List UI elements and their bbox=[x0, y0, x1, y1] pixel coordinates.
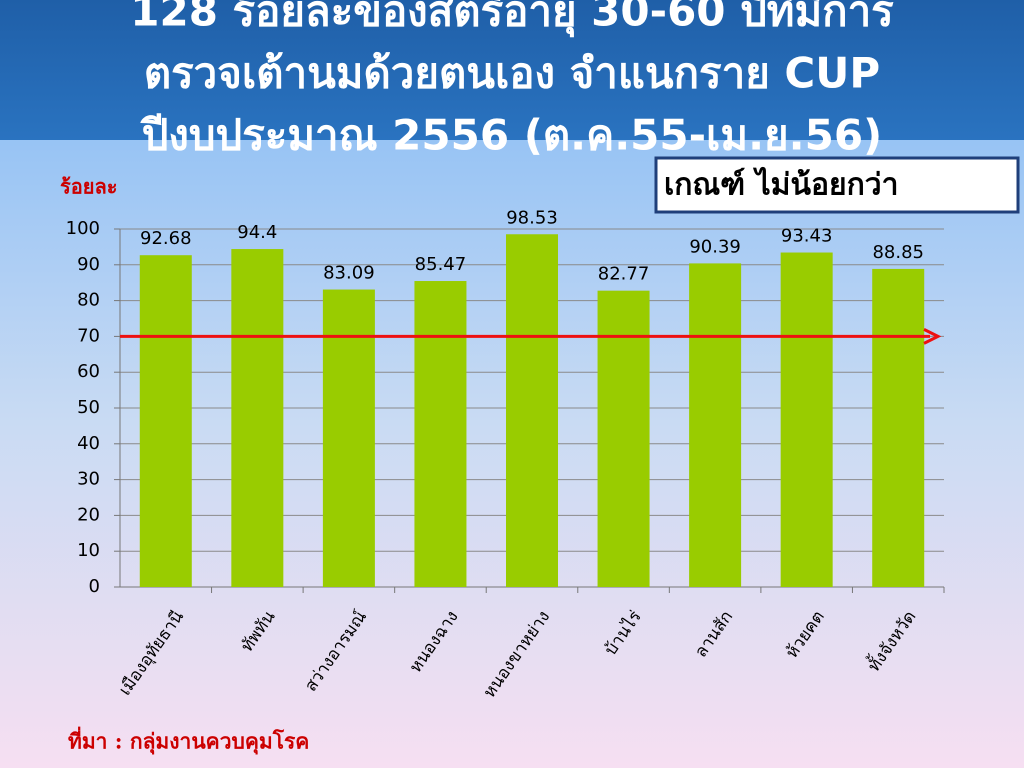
y-tick-label: 30 bbox=[77, 469, 100, 490]
bar bbox=[689, 263, 742, 587]
value-label: 93.43 bbox=[781, 226, 833, 247]
y-tick-label: 20 bbox=[77, 504, 100, 525]
bar bbox=[322, 289, 375, 587]
bar bbox=[872, 268, 925, 587]
value-label: 90.39 bbox=[689, 236, 741, 257]
y-tick-label: 70 bbox=[77, 325, 100, 346]
threshold-arrow bbox=[923, 328, 942, 345]
value-label: 82.77 bbox=[598, 264, 650, 285]
bar bbox=[231, 249, 284, 587]
value-label: 83.09 bbox=[323, 263, 375, 284]
value-label: 92.68 bbox=[140, 228, 192, 249]
y-tick-label: 40 bbox=[77, 433, 100, 454]
bar bbox=[506, 234, 558, 587]
title-line: ตรวจเต้านมด้วยตนเอง จำแนกราย CUP bbox=[144, 49, 880, 98]
y-tick-label: 100 bbox=[66, 218, 100, 239]
y-tick-label: 80 bbox=[77, 290, 100, 311]
value-label: 94.4 bbox=[237, 222, 277, 243]
value-label: 98.53 bbox=[506, 207, 558, 228]
value-label: 85.47 bbox=[415, 254, 467, 275]
annotation-box bbox=[654, 156, 1020, 214]
annotation: เกณฑ์ ไม่น้อยกว่า bbox=[664, 167, 898, 203]
y-tick-label: 60 bbox=[77, 361, 100, 382]
y-tick-label: 50 bbox=[77, 397, 100, 418]
y-tick-label: 90 bbox=[77, 254, 100, 275]
bar bbox=[414, 281, 467, 587]
title-band bbox=[0, 0, 1024, 140]
bar bbox=[780, 252, 833, 587]
bar bbox=[597, 290, 650, 587]
title-line: ปีงบประมาณ 2556 (ต.ค.55-เม.ย.56) bbox=[140, 111, 882, 160]
y-tick-label: 10 bbox=[77, 540, 100, 561]
value-label: 88.85 bbox=[872, 242, 924, 263]
y-tick-label: 0 bbox=[89, 576, 100, 597]
bar bbox=[139, 255, 192, 587]
title-line: 128 ร้อยละของสตรีอายุ 30-60 ปีที่มีการ bbox=[130, 0, 894, 38]
source: ที่มา : กลุ่มงานควบคุมโรค bbox=[68, 726, 309, 756]
y-axis-label: ร้อยละ bbox=[60, 175, 117, 199]
